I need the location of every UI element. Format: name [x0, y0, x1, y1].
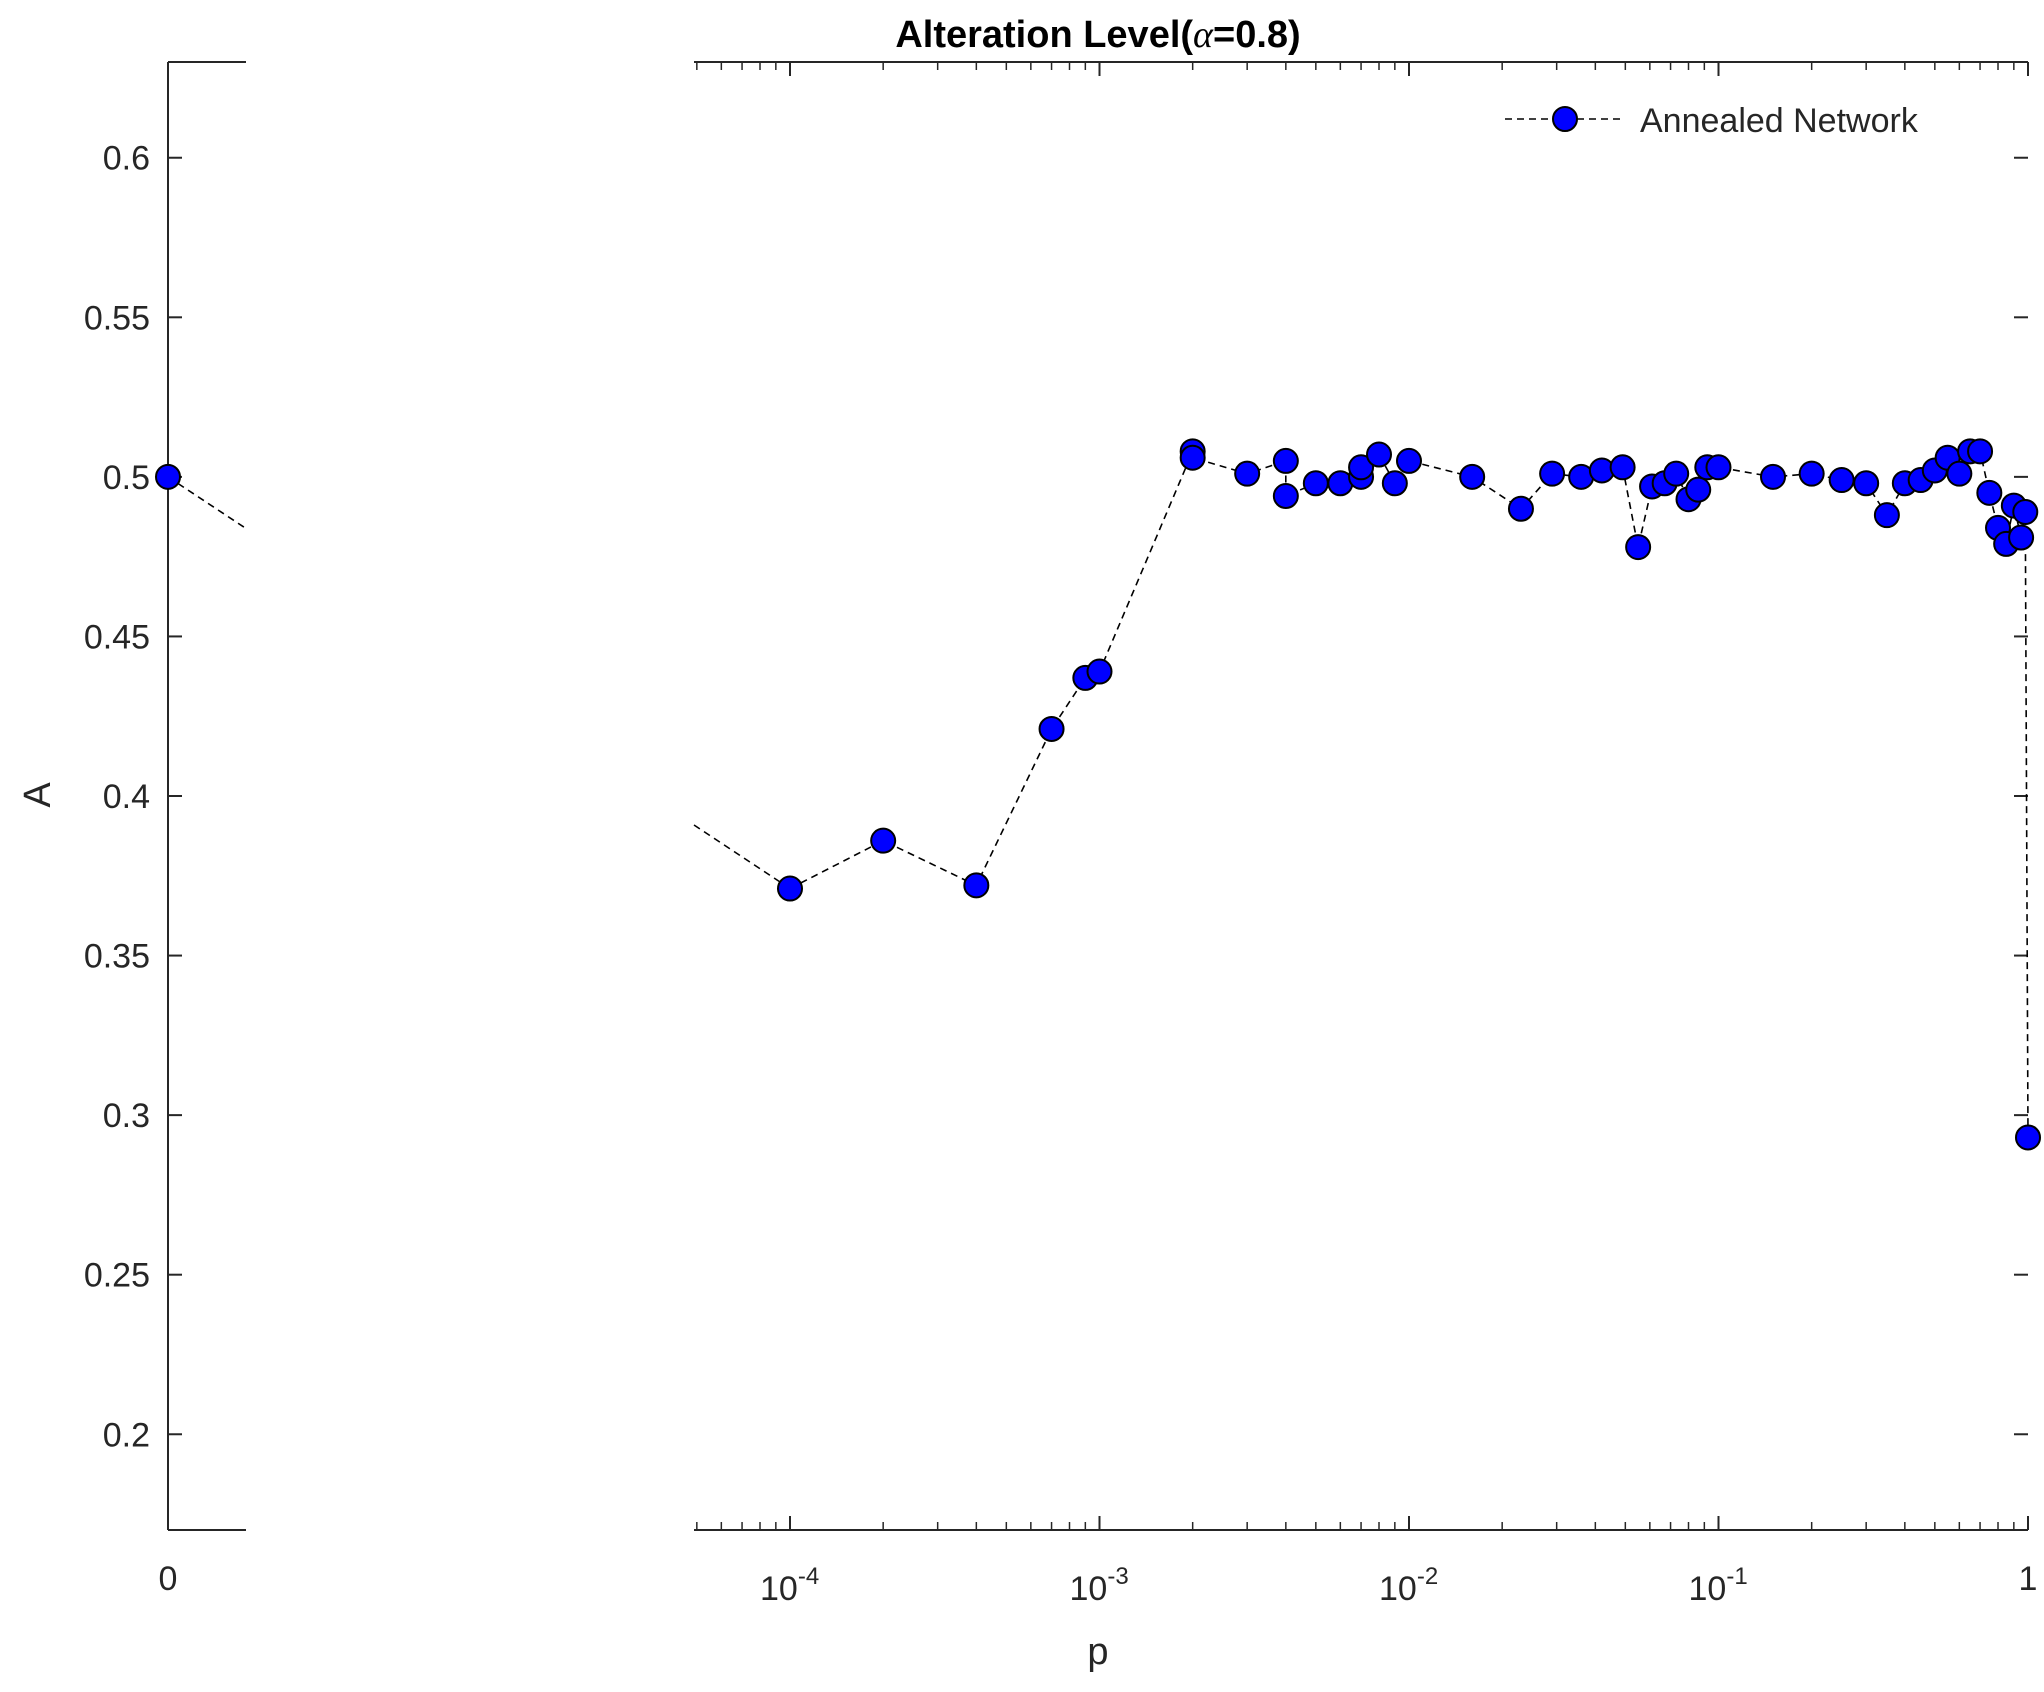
data-point: [1381, 470, 1408, 497]
x-tick-label: 10-1: [1689, 1563, 1748, 1608]
data-point: [1539, 460, 1566, 487]
data-point: [1302, 470, 1329, 497]
data-point: [963, 872, 990, 899]
data-point: [1272, 483, 1299, 510]
x-tick-exponent: -1: [1726, 1563, 1747, 1590]
legend-label: Annealed Network: [1640, 102, 1919, 140]
data-point: [1507, 495, 1534, 522]
data-point: [1459, 463, 1486, 490]
data-point: [1705, 454, 1732, 481]
data-point: [1234, 460, 1261, 487]
series-annealed-network: [155, 438, 2041, 1151]
x-tick-exponent: -2: [1417, 1563, 1438, 1590]
data-point: [1760, 463, 1787, 490]
data-point: [1946, 460, 1973, 487]
data-point: [1853, 470, 1880, 497]
axes: 0.20.250.30.350.40.450.50.550.60 10-4 10-3…: [84, 61, 2038, 1608]
data-point: [2015, 1124, 2041, 1151]
y-tick-label: 0.45: [84, 618, 150, 656]
chart-title-suffix: =0.8): [1213, 14, 1301, 56]
y-tick-label: 0.55: [84, 299, 150, 337]
x-tick-base: 10: [760, 1570, 798, 1608]
chart-title: Alteration Level(α=0.8): [895, 14, 1300, 56]
data-point: [1348, 454, 1375, 481]
data-point: [1873, 502, 1900, 529]
data-point: [777, 875, 803, 902]
y-tick-label: 0.5: [103, 459, 150, 497]
data-point: [1663, 460, 1690, 487]
y-tick-label: 0.4: [103, 778, 150, 816]
y-tick-label: 0.25: [84, 1257, 150, 1295]
data-point: [1086, 658, 1113, 685]
series-line: [789, 450, 2029, 1138]
data-point: [2012, 498, 2039, 525]
data-point: [1366, 441, 1393, 468]
x-tick-base: 10: [1070, 1570, 1108, 1608]
legend: Annealed Network: [1505, 102, 1919, 140]
y-tick-label: 0.35: [84, 938, 150, 976]
data-point: [1396, 447, 1422, 474]
data-point: [1038, 715, 1065, 742]
x-tick-label: 10-4: [760, 1563, 819, 1608]
y-axis-title: A: [17, 782, 59, 808]
x-tick-base: 10: [1689, 1570, 1727, 1608]
series-line-left-segment: [167, 476, 247, 530]
data-point: [1625, 534, 1652, 561]
chart-title-prefix: Alteration Level(: [895, 14, 1193, 56]
series-line-break-segment: [693, 824, 791, 890]
x-tick-exponent: -4: [798, 1563, 819, 1590]
legend-marker: [1552, 106, 1578, 132]
data-point: [1798, 460, 1825, 487]
y-tick-label: 0.6: [103, 140, 150, 178]
x-tick-exponent: -3: [1107, 1563, 1128, 1590]
data-point: [1685, 476, 1712, 503]
data-point: [155, 463, 181, 490]
data-point: [1828, 467, 1855, 494]
chart-title-alpha: α: [1193, 14, 1214, 56]
data-point: [2008, 524, 2035, 551]
y-tick-label: 0.3: [103, 1097, 150, 1135]
x-tick-label: 10-3: [1070, 1563, 1129, 1608]
data-point: [1272, 447, 1299, 474]
data-point: [1976, 479, 2003, 506]
data-point: [870, 827, 897, 854]
x-tick-label: 0: [159, 1560, 178, 1598]
x-axis-title: p: [1087, 1631, 1108, 1673]
data-point: [1967, 438, 1994, 465]
y-tick-label: 0.2: [103, 1416, 150, 1454]
x-tick-base: 10: [1379, 1570, 1417, 1608]
data-point: [1179, 444, 1206, 471]
data-point: [1609, 454, 1636, 481]
x-tick-label: 1: [2019, 1560, 2038, 1598]
x-tick-label: 10-2: [1379, 1563, 1438, 1608]
